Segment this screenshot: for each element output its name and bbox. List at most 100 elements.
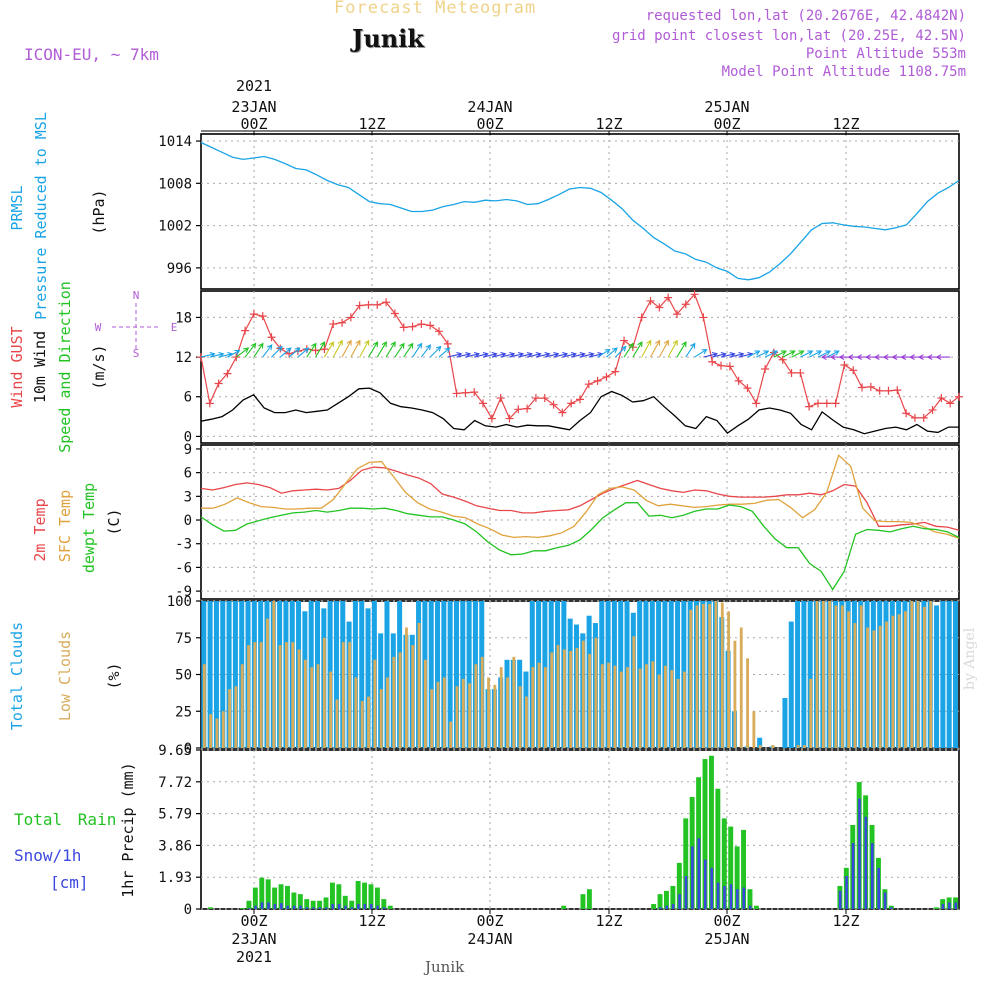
rain-bar [349, 900, 355, 909]
wind-direction-arrow [306, 342, 317, 358]
total-cloud-bar [782, 698, 788, 748]
low-cloud-bar [550, 652, 554, 748]
rain-bar [721, 818, 727, 909]
snow-bar [941, 904, 945, 909]
low-cloud-bar [531, 667, 535, 748]
gust-point [690, 290, 699, 299]
low-cloud-bar [752, 711, 756, 748]
wind-ylabel-direction: Speed and Direction [56, 281, 74, 453]
gust-point [822, 399, 831, 408]
snow-bar [350, 907, 354, 909]
snow-bar [247, 908, 251, 909]
snow-bar [280, 903, 283, 909]
grid-point-coords: grid point closest lon,lat (20.25E, 42.5… [611, 28, 966, 44]
wind-direction-arrow [826, 350, 840, 358]
gust-point [875, 386, 884, 395]
temp-ylabel-sfc: SFC Temp [56, 490, 74, 562]
low-cloud-bar [398, 652, 402, 748]
low-cloud-bar [285, 642, 288, 748]
gust-point [399, 323, 408, 332]
low-cloud-bar [708, 603, 712, 748]
low-cloud-bar [405, 627, 408, 748]
gust-point [258, 312, 267, 321]
low-cloud-bar [771, 745, 775, 748]
snow-bar [305, 907, 309, 909]
low-cloud-bar [266, 618, 269, 748]
low-cloud-bar [228, 689, 232, 748]
ytick-label-wind-2: 12 [175, 350, 192, 366]
rain-bar [753, 905, 759, 909]
low-cloud-bar [455, 686, 459, 748]
low-cloud-bar [506, 677, 509, 748]
point-altitude: Point Altitude 553m [805, 46, 966, 62]
low-cloud-bar [581, 640, 585, 748]
snow-bar [382, 907, 386, 909]
rain-bar [272, 887, 278, 909]
low-cloud-bar [594, 637, 598, 748]
temp-ylabel-unit: (C) [105, 508, 123, 535]
snow-bar [357, 904, 360, 909]
gust-point [214, 379, 223, 388]
cloud-ylabel-unit: (%) [105, 662, 123, 689]
wind-direction-arrow [764, 350, 779, 358]
location-title: Junik [352, 24, 424, 53]
wind-ylabel-10m: 10m Wind [31, 331, 49, 403]
total-cloud-bar [384, 601, 390, 748]
low-cloud-bar [247, 645, 250, 748]
gust-point [761, 364, 770, 373]
rain-bar [683, 818, 689, 909]
low-cloud-bar [430, 689, 434, 748]
low-cloud-bar [360, 700, 364, 748]
total-cloud-bar [940, 601, 946, 748]
compass-s: S [133, 347, 140, 360]
wind-direction-arrow [756, 350, 770, 358]
low-cloud-bar [209, 714, 213, 748]
snow-bar [312, 907, 315, 909]
low-cloud-bar [815, 601, 819, 748]
snow-bar [742, 887, 746, 909]
gust-point [752, 399, 761, 408]
chart-title: Forecast Meteogram [334, 0, 537, 18]
ytick-label-clouds-0: 0 [184, 741, 192, 757]
snow-bar [678, 894, 681, 909]
pressure-ylabel-prmsl: PRMSL [8, 185, 26, 230]
gust-point [479, 399, 488, 408]
gust-point [831, 399, 840, 408]
snow-bar [254, 905, 257, 909]
top-time-label-0-0: 00Z [240, 115, 267, 133]
gust-point [487, 414, 496, 423]
snow-bar [948, 902, 951, 909]
gust-point [725, 362, 734, 371]
gust-point [346, 313, 355, 322]
gust-point [197, 353, 205, 362]
cloud-ylabel-total: Total Clouds [8, 622, 26, 730]
gust-point [708, 357, 717, 366]
low-cloud-bar [215, 718, 219, 748]
low-cloud-bar [493, 684, 497, 748]
wind-direction-arrow [244, 342, 257, 358]
low-cloud-bar [922, 606, 926, 748]
low-cloud-bar [461, 678, 465, 748]
wind-direction-arrow [332, 339, 343, 358]
low-cloud-bar [739, 627, 743, 748]
low-cloud-bar [847, 611, 851, 748]
gust-point [443, 339, 452, 348]
gust-point [646, 296, 655, 305]
bottom-time-label-5-0: 12Z [832, 912, 859, 930]
rain-bar [285, 885, 290, 909]
low-cloud-bar [859, 605, 863, 748]
snow-bar [703, 859, 707, 909]
rain-bar [297, 894, 303, 909]
wind-direction-arrow [817, 350, 832, 358]
low-cloud-bar [645, 664, 648, 748]
gust-point [955, 392, 963, 401]
snow-bar [659, 907, 662, 909]
low-cloud-bar [335, 699, 339, 748]
footer-location: Junik [425, 958, 465, 976]
wind-direction-arrow [420, 344, 432, 358]
rain-bar [676, 862, 682, 909]
snow-bar [877, 867, 880, 909]
panel-frame-wind [200, 290, 960, 444]
snow-bar [299, 905, 302, 909]
wind-direction-arrow [676, 341, 687, 358]
